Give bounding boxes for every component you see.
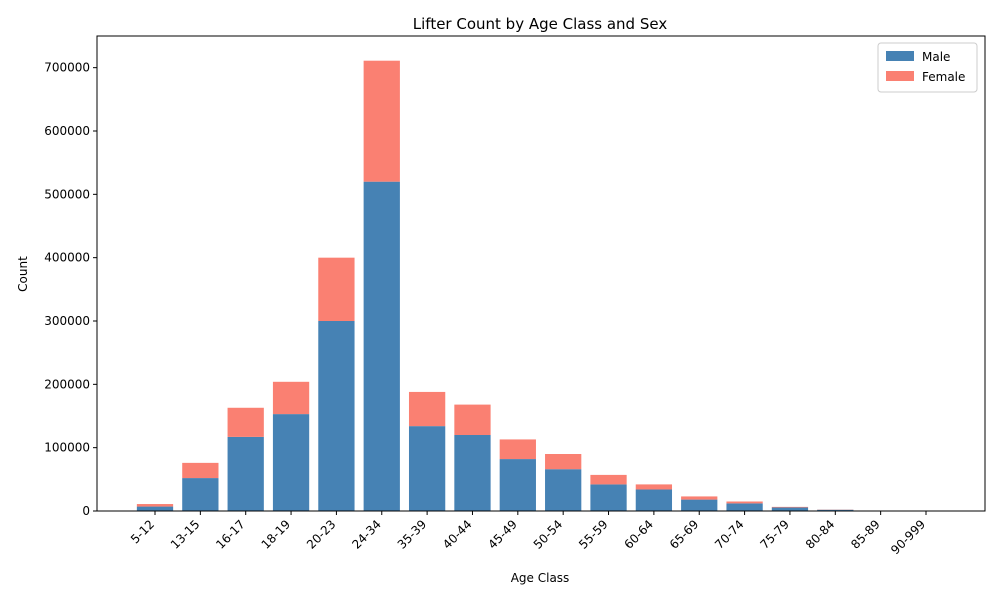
bar-female-65-69	[681, 496, 718, 500]
bar-female-18-19	[272, 381, 310, 415]
bar-female-13-15	[182, 462, 219, 479]
bar-male-75-79	[771, 507, 809, 511]
bar-female-40-44	[454, 404, 491, 435]
bar-female-35-39	[408, 391, 446, 427]
bar-male-5-12	[136, 506, 174, 511]
y-tick-label-200000: 200000	[44, 377, 90, 391]
bar-female-50-54	[545, 454, 582, 470]
bar-male-13-15	[182, 478, 219, 511]
chart-title: Lifter Count by Age Class and Sex	[413, 15, 668, 33]
y-tick-label-0: 0	[82, 504, 90, 518]
y-tick-label-500000: 500000	[44, 187, 90, 201]
bar-male-65-69	[681, 499, 718, 511]
bar-male-60-64	[635, 489, 673, 511]
bar-male-20-23	[318, 321, 355, 511]
bar-female-55-59	[590, 474, 627, 485]
legend-label-female: Female	[922, 70, 965, 84]
bar-male-70-74	[726, 503, 763, 511]
legend: Male Female	[877, 42, 978, 93]
bar-male-16-17	[227, 436, 264, 511]
bar-male-18-19	[272, 414, 310, 511]
bar-female-24-34	[363, 60, 400, 182]
bar-male-80-84	[817, 509, 854, 511]
bars-group	[136, 60, 945, 512]
bar-female-16-17	[227, 407, 264, 437]
y-tick-label-600000: 600000	[44, 124, 90, 138]
y-tick-label-100000: 100000	[44, 441, 90, 455]
bar-male-35-39	[408, 426, 446, 511]
y-axis-label: Count	[16, 256, 30, 292]
legend-label-male: Male	[922, 50, 950, 64]
y-tick-label-700000: 700000	[44, 61, 90, 75]
bar-male-45-49	[499, 459, 536, 511]
y-tick-label-300000: 300000	[44, 314, 90, 328]
bar-female-60-64	[635, 484, 673, 490]
bar-male-40-44	[454, 435, 491, 511]
bar-female-20-23	[318, 257, 355, 321]
legend-swatch-female	[886, 71, 914, 81]
bar-female-70-74	[726, 501, 763, 504]
y-axis: 0 100000 200000 300000 400000 500000 600000 700…	[44, 61, 97, 518]
bar-male-24-34	[363, 181, 400, 512]
y-tick-label-400000: 400000	[44, 251, 90, 265]
legend-swatch-male	[886, 51, 914, 61]
bar-female-5-12	[136, 504, 174, 507]
bar-male-55-59	[590, 484, 627, 511]
bar-male-50-54	[545, 469, 582, 511]
bar-female-75-79	[771, 506, 809, 508]
plot-frame	[96, 35, 986, 512]
bar-female-45-49	[499, 439, 536, 460]
x-axis-label: Age Class	[511, 571, 570, 585]
